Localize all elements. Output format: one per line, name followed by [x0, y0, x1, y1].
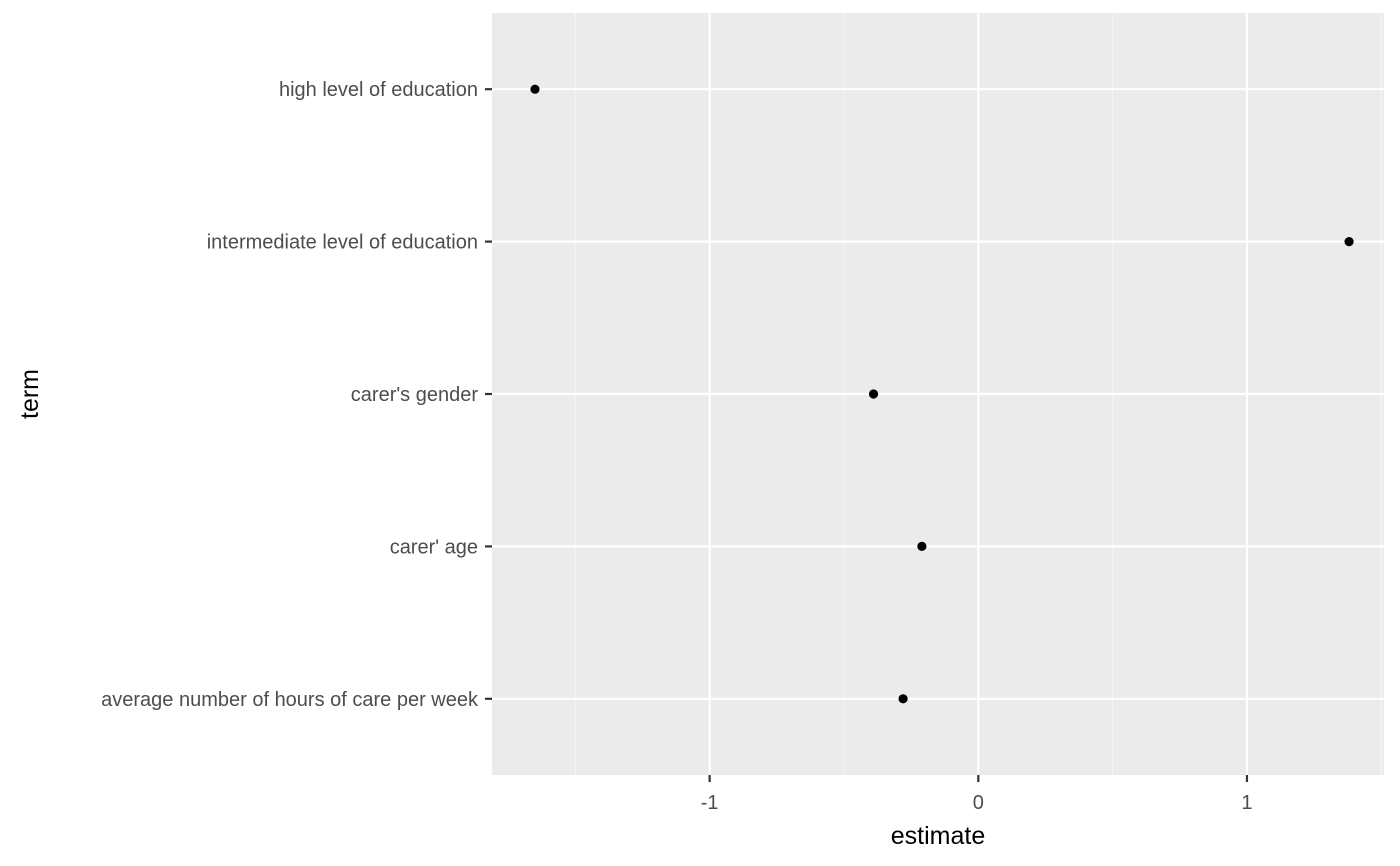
data-point	[917, 541, 927, 552]
data-point	[530, 84, 540, 94]
y-axis-title: term	[16, 369, 44, 419]
y-axis: average number of hours of care per week…	[101, 79, 492, 711]
y-tick-label: average number of hours of care per week	[101, 689, 479, 711]
data-point	[868, 389, 879, 399]
x-tick-label: 0	[973, 792, 984, 814]
data-point	[1344, 237, 1354, 247]
x-tick-label: -1	[701, 792, 719, 814]
x-axis: -1 0 1	[701, 775, 1253, 814]
data-point	[898, 694, 908, 704]
y-tick-label: intermediate level of education	[207, 232, 478, 254]
y-tick-label: carer' age	[390, 536, 478, 558]
x-axis-title: estimate	[891, 822, 985, 850]
y-tick-label: high level of education	[279, 79, 478, 101]
major-gridlines	[492, 13, 1384, 775]
data-points	[530, 84, 1354, 704]
y-tick-label: carer's gender	[351, 384, 479, 406]
x-tick-label: 1	[1241, 792, 1252, 814]
